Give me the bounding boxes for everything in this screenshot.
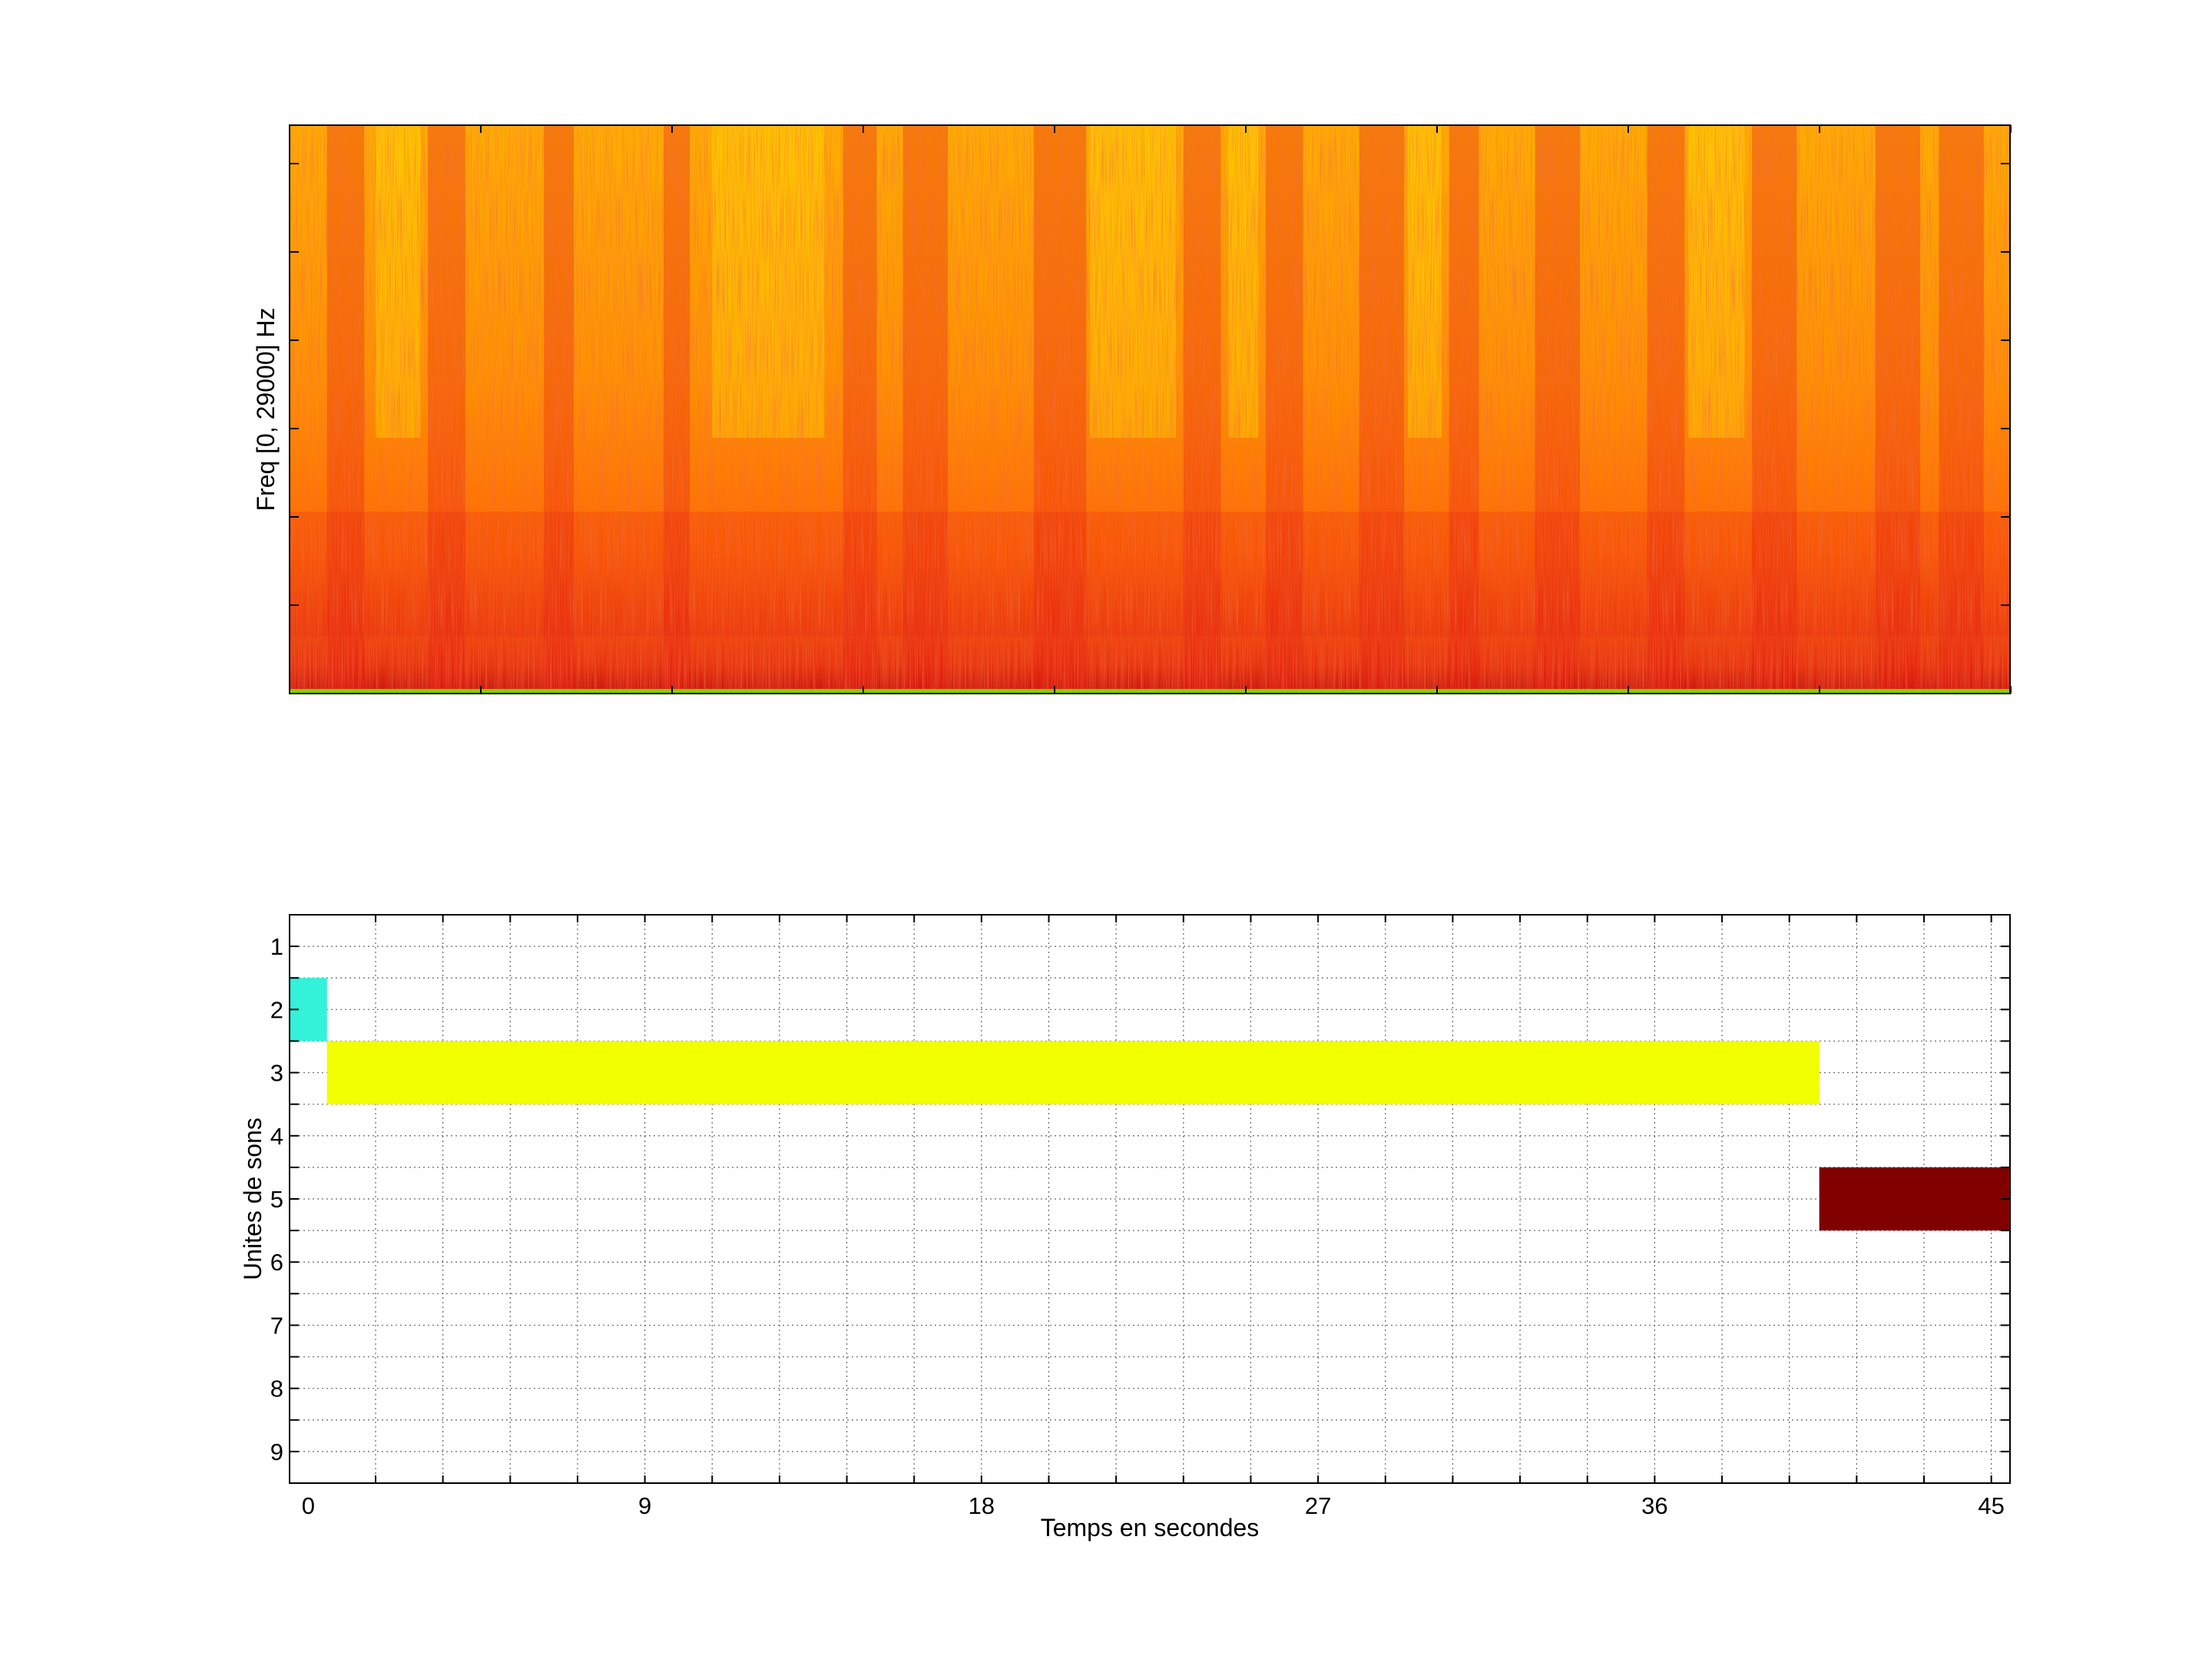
unit-segment-3 — [326, 1041, 1820, 1104]
x-tick-label: 45 — [1978, 1492, 2004, 1519]
x-tick-label: 9 — [638, 1492, 651, 1519]
units-axes-frame — [289, 914, 2011, 1484]
spectrogram-bottom-line — [290, 689, 2010, 693]
x-tick-label: 0 — [302, 1492, 315, 1519]
units-y-tick-labels: 1 2 3 4 5 6 7 8 9 — [270, 933, 283, 1465]
y-tick-label: 7 — [270, 1312, 283, 1339]
y-tick-label: 8 — [270, 1376, 283, 1402]
x-tick-label: 18 — [969, 1492, 995, 1519]
y-tick-label: 1 — [270, 933, 283, 960]
spectrogram-noise — [290, 125, 2010, 694]
y-tick-label: 9 — [270, 1439, 283, 1465]
y-tick-label: 3 — [270, 1060, 283, 1087]
x-tick-label: 36 — [1641, 1492, 1667, 1519]
units-y-axis-label: Unites de sons — [239, 1118, 267, 1280]
y-tick-label: 5 — [270, 1186, 283, 1213]
units-x-axis-label: Temps en secondes — [1041, 1514, 1260, 1541]
spectrogram-panel: Freq [0, 29000] Hz — [252, 124, 2012, 694]
spectrogram-y-axis-label: Freq [0, 29000] Hz — [252, 307, 280, 511]
y-tick-label: 6 — [270, 1249, 283, 1276]
y-tick-label: 2 — [270, 996, 283, 1023]
unit-segment-5 — [1819, 1167, 2010, 1231]
y-tick-label: 4 — [270, 1123, 283, 1150]
units-segments — [290, 978, 2010, 1231]
units-ticks — [290, 915, 2010, 1483]
x-tick-label: 27 — [1305, 1492, 1331, 1519]
units-x-tick-labels: 0 9 18 27 36 45 — [302, 1492, 2005, 1519]
spectrogram-axes-frame — [289, 124, 2011, 694]
